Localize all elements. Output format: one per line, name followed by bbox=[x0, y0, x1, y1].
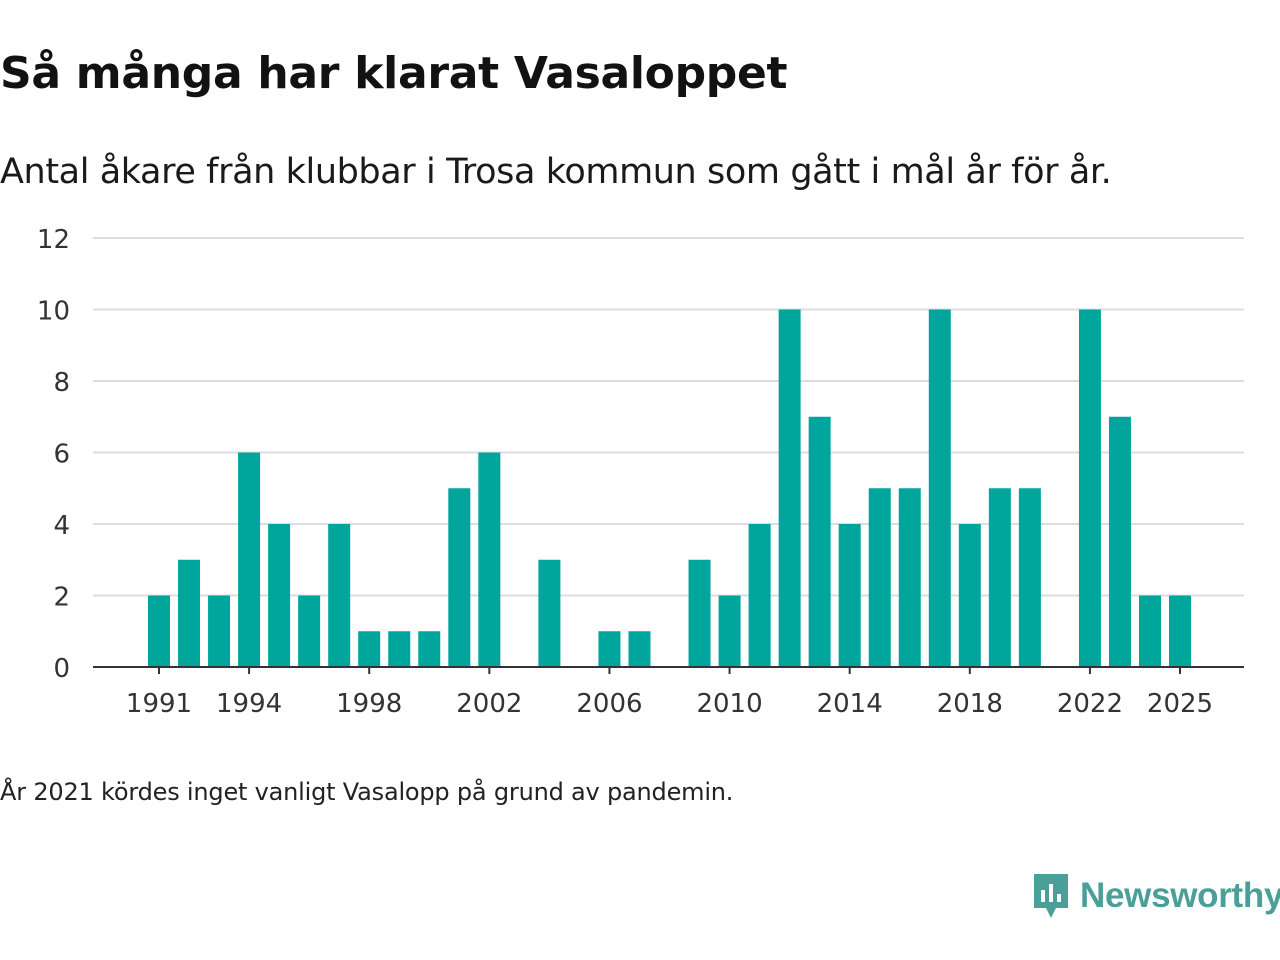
newsworthy-logo[interactable]: Newsworthy bbox=[1032, 872, 1280, 920]
bar-2001 bbox=[448, 488, 471, 667]
bar-2013 bbox=[808, 416, 831, 667]
y-tick-label: 10 bbox=[37, 297, 70, 327]
y-tick-label: 12 bbox=[37, 225, 70, 255]
bar-1997 bbox=[328, 524, 351, 667]
x-tick-label: 2025 bbox=[1147, 689, 1213, 719]
bar-2017 bbox=[928, 309, 951, 667]
bar-2010 bbox=[718, 595, 741, 667]
y-tick-label: 0 bbox=[53, 654, 70, 684]
bar-2022 bbox=[1078, 309, 1101, 667]
bar-2002 bbox=[478, 452, 501, 667]
bar-2004 bbox=[538, 559, 561, 667]
x-tick-label: 2018 bbox=[937, 689, 1003, 719]
bar-2012 bbox=[778, 309, 801, 667]
chart-title: Så många har klarat Vasaloppet bbox=[0, 48, 788, 99]
bar-2007 bbox=[628, 631, 651, 667]
bar-1999 bbox=[388, 631, 411, 667]
bar-2023 bbox=[1108, 416, 1131, 667]
bar-2009 bbox=[688, 559, 711, 667]
x-tick-label: 2002 bbox=[456, 689, 522, 719]
y-tick-label: 6 bbox=[53, 440, 70, 470]
bar-2025 bbox=[1169, 595, 1192, 667]
x-tick-label: 2022 bbox=[1057, 689, 1123, 719]
x-tick-label: 1991 bbox=[126, 689, 192, 719]
bar-1994 bbox=[238, 452, 261, 667]
bar-1995 bbox=[268, 524, 291, 667]
bar-2016 bbox=[898, 488, 921, 667]
x-tick-label: 2010 bbox=[696, 689, 762, 719]
bar-2024 bbox=[1138, 595, 1161, 667]
bar-chart: 0 2 4 6 8 10 12 1991 1994 1998 2002 2006 2010 2014 201… bbox=[37, 225, 1244, 719]
bar-1993 bbox=[208, 595, 231, 667]
bar-2000 bbox=[418, 631, 441, 667]
y-tick-label: 4 bbox=[53, 511, 70, 541]
bar-2020 bbox=[1018, 488, 1041, 667]
y-tick-label: 2 bbox=[53, 583, 70, 613]
x-tick-label: 2014 bbox=[817, 689, 883, 719]
bar-1992 bbox=[178, 559, 201, 667]
bar-2019 bbox=[988, 488, 1011, 667]
bar-2006 bbox=[598, 631, 621, 667]
x-tick-label: 2006 bbox=[576, 689, 642, 719]
bar-1998 bbox=[358, 631, 381, 667]
bar-2014 bbox=[838, 524, 861, 667]
bar-1991 bbox=[148, 595, 170, 667]
bar-2015 bbox=[868, 488, 891, 667]
newsworthy-logo-icon bbox=[1034, 874, 1068, 918]
chart-subtitle: Antal åkare från klubbar i Trosa kommun … bbox=[0, 152, 1112, 192]
y-tick-label: 8 bbox=[53, 368, 70, 398]
bar-2018 bbox=[958, 524, 981, 667]
x-tick-label: 1994 bbox=[216, 689, 282, 719]
bar-1996 bbox=[298, 595, 321, 667]
footnote: År 2021 kördes inget vanligt Vasalopp på… bbox=[0, 778, 734, 806]
bar-2011 bbox=[748, 524, 771, 667]
x-tick-label: 1998 bbox=[336, 689, 402, 719]
newsworthy-logo-text: Newsworthy bbox=[1080, 876, 1280, 915]
